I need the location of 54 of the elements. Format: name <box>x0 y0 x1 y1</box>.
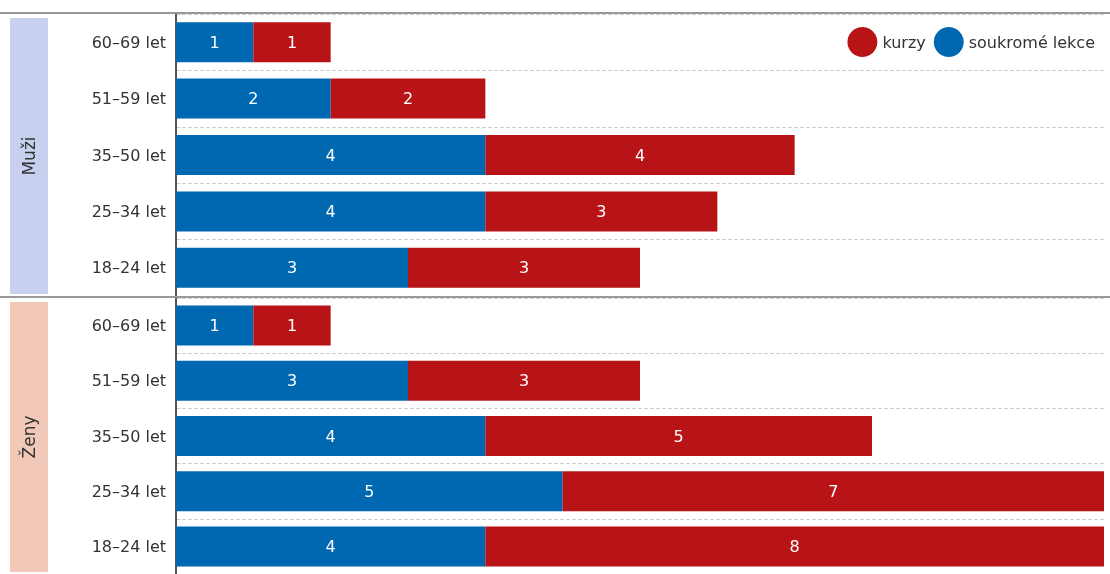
bar <box>562 471 1104 512</box>
y-tick-label: 18–24 let <box>91 536 166 556</box>
bar <box>176 526 486 567</box>
y-tick-label: 60–69 let <box>91 32 166 52</box>
y-tick-label: 25–34 let <box>91 201 166 221</box>
bar <box>330 78 486 119</box>
data-label: 2 <box>402 89 414 109</box>
y-axis-title: Ženy <box>19 415 40 459</box>
bar <box>253 22 331 63</box>
data-label: 3 <box>518 258 530 278</box>
bar <box>408 247 640 288</box>
bar <box>176 191 486 232</box>
data-label: 1 <box>209 316 220 336</box>
y-tick-label: 18–24 let <box>91 258 166 278</box>
bar <box>485 191 718 232</box>
data-label: 2 <box>248 89 259 109</box>
data-label: 1 <box>209 32 220 52</box>
bar <box>485 135 795 175</box>
y-tick-label: 60–69 let <box>91 316 166 336</box>
data-label: 3 <box>596 201 607 221</box>
y-axis-title: Muži <box>19 136 39 176</box>
data-label: 3 <box>286 258 298 278</box>
data-label: 5 <box>364 481 375 501</box>
bar <box>176 135 486 175</box>
data-label: 4 <box>325 426 336 446</box>
y-tick-label: 51–59 let <box>91 89 166 109</box>
bar <box>485 416 872 456</box>
data-label: 4 <box>325 145 336 165</box>
data-label: 3 <box>518 371 530 391</box>
data-label: 7 <box>828 481 839 501</box>
y-tick-label: 35–50 let <box>91 426 166 446</box>
data-label: 5 <box>673 426 684 446</box>
data-label: 1 <box>286 316 298 336</box>
y-tick-label: 35–50 let <box>91 145 166 165</box>
data-label: 4 <box>634 145 646 165</box>
bar <box>253 305 331 346</box>
bar <box>176 22 254 63</box>
bar <box>176 360 408 401</box>
bar <box>176 416 486 456</box>
data-label: 1 <box>286 32 298 52</box>
bar <box>485 526 1104 567</box>
bar <box>176 247 408 288</box>
bar <box>176 78 331 119</box>
legend-label: kurzy <box>882 32 926 52</box>
y-tick-label: 25–34 let <box>91 481 166 501</box>
bar <box>176 305 254 346</box>
data-label: 8 <box>789 536 800 556</box>
bar <box>176 471 563 512</box>
y-tick-label: 51–59 let <box>91 371 166 391</box>
data-label: 3 <box>286 371 298 391</box>
legend-label: soukromé lekce <box>968 32 1096 52</box>
data-label: 4 <box>325 536 336 556</box>
data-label: 4 <box>325 201 336 221</box>
bar <box>408 360 640 401</box>
